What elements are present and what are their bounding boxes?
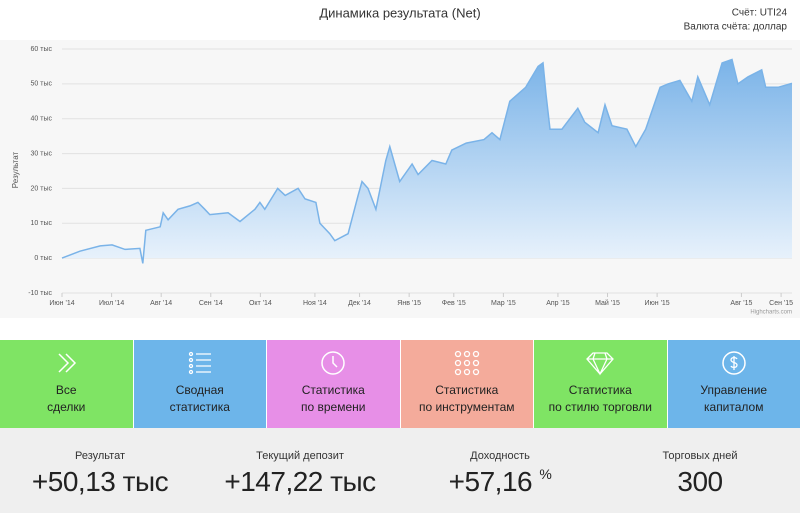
x-tick-label: Июл '14 xyxy=(99,300,124,307)
icon xyxy=(58,353,77,373)
stat-value: +50,13 тыс xyxy=(31,466,169,497)
account: Счёт: UTI24 xyxy=(732,8,788,19)
x-tick-label: Сен '15 xyxy=(769,300,793,307)
tile[interactable]: Сводная статистика xyxy=(133,340,266,428)
x-tick-label: Июн '14 xyxy=(49,300,74,307)
x-tick-label: Сен '14 xyxy=(199,300,223,307)
line xyxy=(61,58,793,264)
stat: Текущий депозит +147,22 тыс xyxy=(200,428,400,513)
tile[interactable]: Статистика по инструментам xyxy=(400,340,533,428)
chart: Динамика результата (Net) Счёт: UTI24 Ва… xyxy=(11,5,794,316)
stat-value: +57,16 xyxy=(448,466,533,497)
tile-line2: по времени xyxy=(301,400,366,414)
tiles: Все сделки Сводная статистика Статистика по… xyxy=(0,340,800,428)
tile-line1: Статистика xyxy=(301,383,365,397)
stat-label: Доходность xyxy=(470,450,530,462)
x-tick-label: Мар '15 xyxy=(491,300,516,307)
x-tick-label: Ноя '14 xyxy=(303,300,327,307)
tile-line2: по стилю торговли xyxy=(548,400,652,414)
icon xyxy=(188,351,211,375)
tile-line1: Управление xyxy=(700,383,768,397)
icon xyxy=(586,352,615,376)
stat-value: +147,22 тыс xyxy=(224,466,376,497)
y-tick-label: 50 тыс xyxy=(31,81,53,88)
tile[interactable]: Статистика по стилю торговли xyxy=(534,340,667,428)
tile-line1: Статистика xyxy=(568,383,632,397)
y-tick-label: 60 тыс xyxy=(31,46,53,53)
x-tick-label: Апр '15 xyxy=(546,300,570,307)
icon xyxy=(722,351,746,375)
currency: Валюта счёта: доллар xyxy=(684,22,788,33)
x-tick-label: Авг '15 xyxy=(730,300,752,307)
tile-line2: по инструментам xyxy=(418,400,515,414)
x-tick-label: Янв '15 xyxy=(397,300,421,307)
y-tick-label: 30 тыс xyxy=(31,150,53,157)
tile-line2: капиталом xyxy=(704,400,764,414)
tile-line1: Статистика xyxy=(435,383,499,397)
stat: Доходность +57,16 % xyxy=(400,428,600,513)
y-tick-label: -10 тыс xyxy=(28,290,52,297)
stat: Результат +50,13 тыс xyxy=(0,428,200,513)
tile-line2: сделки xyxy=(47,400,86,414)
stat-value-wrap: +57,16 % xyxy=(400,466,600,498)
stat-label: Результат xyxy=(74,450,126,462)
y-tick-label: 10 тыс xyxy=(31,220,53,227)
tile-line1: Сводная xyxy=(175,383,224,397)
tile[interactable]: Управление капиталом xyxy=(667,340,800,428)
stats: Результат +50,13 тыс Текущий депозит +147,… xyxy=(0,428,800,513)
x-tick-label: Авг '14 xyxy=(150,300,172,307)
y-tick-label: 20 тыс xyxy=(31,185,53,192)
tile-line1: Все xyxy=(55,383,77,397)
x-tick-label: Июн '15 xyxy=(644,300,669,307)
icon xyxy=(321,351,345,375)
stat-label: Текущий депозит xyxy=(256,450,344,462)
y-tick-label: 40 тыс xyxy=(31,116,53,123)
tile[interactable]: Все сделки xyxy=(0,340,133,428)
tile[interactable]: Статистика по времени xyxy=(267,340,400,428)
x-tick-label: Окт '14 xyxy=(249,300,272,307)
stat-label: Торговых дней xyxy=(662,450,738,462)
stat-unit: % xyxy=(539,466,552,482)
stat-value: 300 xyxy=(677,466,723,497)
stat: Торговых дней 300 xyxy=(600,428,800,513)
y-axis-label: Результат xyxy=(11,151,20,188)
area xyxy=(62,59,792,264)
x-tick-label: Фев '15 xyxy=(442,300,466,307)
tile-line2: статистика xyxy=(169,400,230,414)
y-tick-label: 0 тыс xyxy=(34,255,52,262)
x-tick-label: Дек '14 xyxy=(348,300,371,307)
credit: Highcharts.com xyxy=(750,310,792,316)
x-tick-label: Май '15 xyxy=(595,299,620,307)
chart-title: Динамика результата (Net) xyxy=(319,5,480,20)
icon xyxy=(454,350,479,376)
